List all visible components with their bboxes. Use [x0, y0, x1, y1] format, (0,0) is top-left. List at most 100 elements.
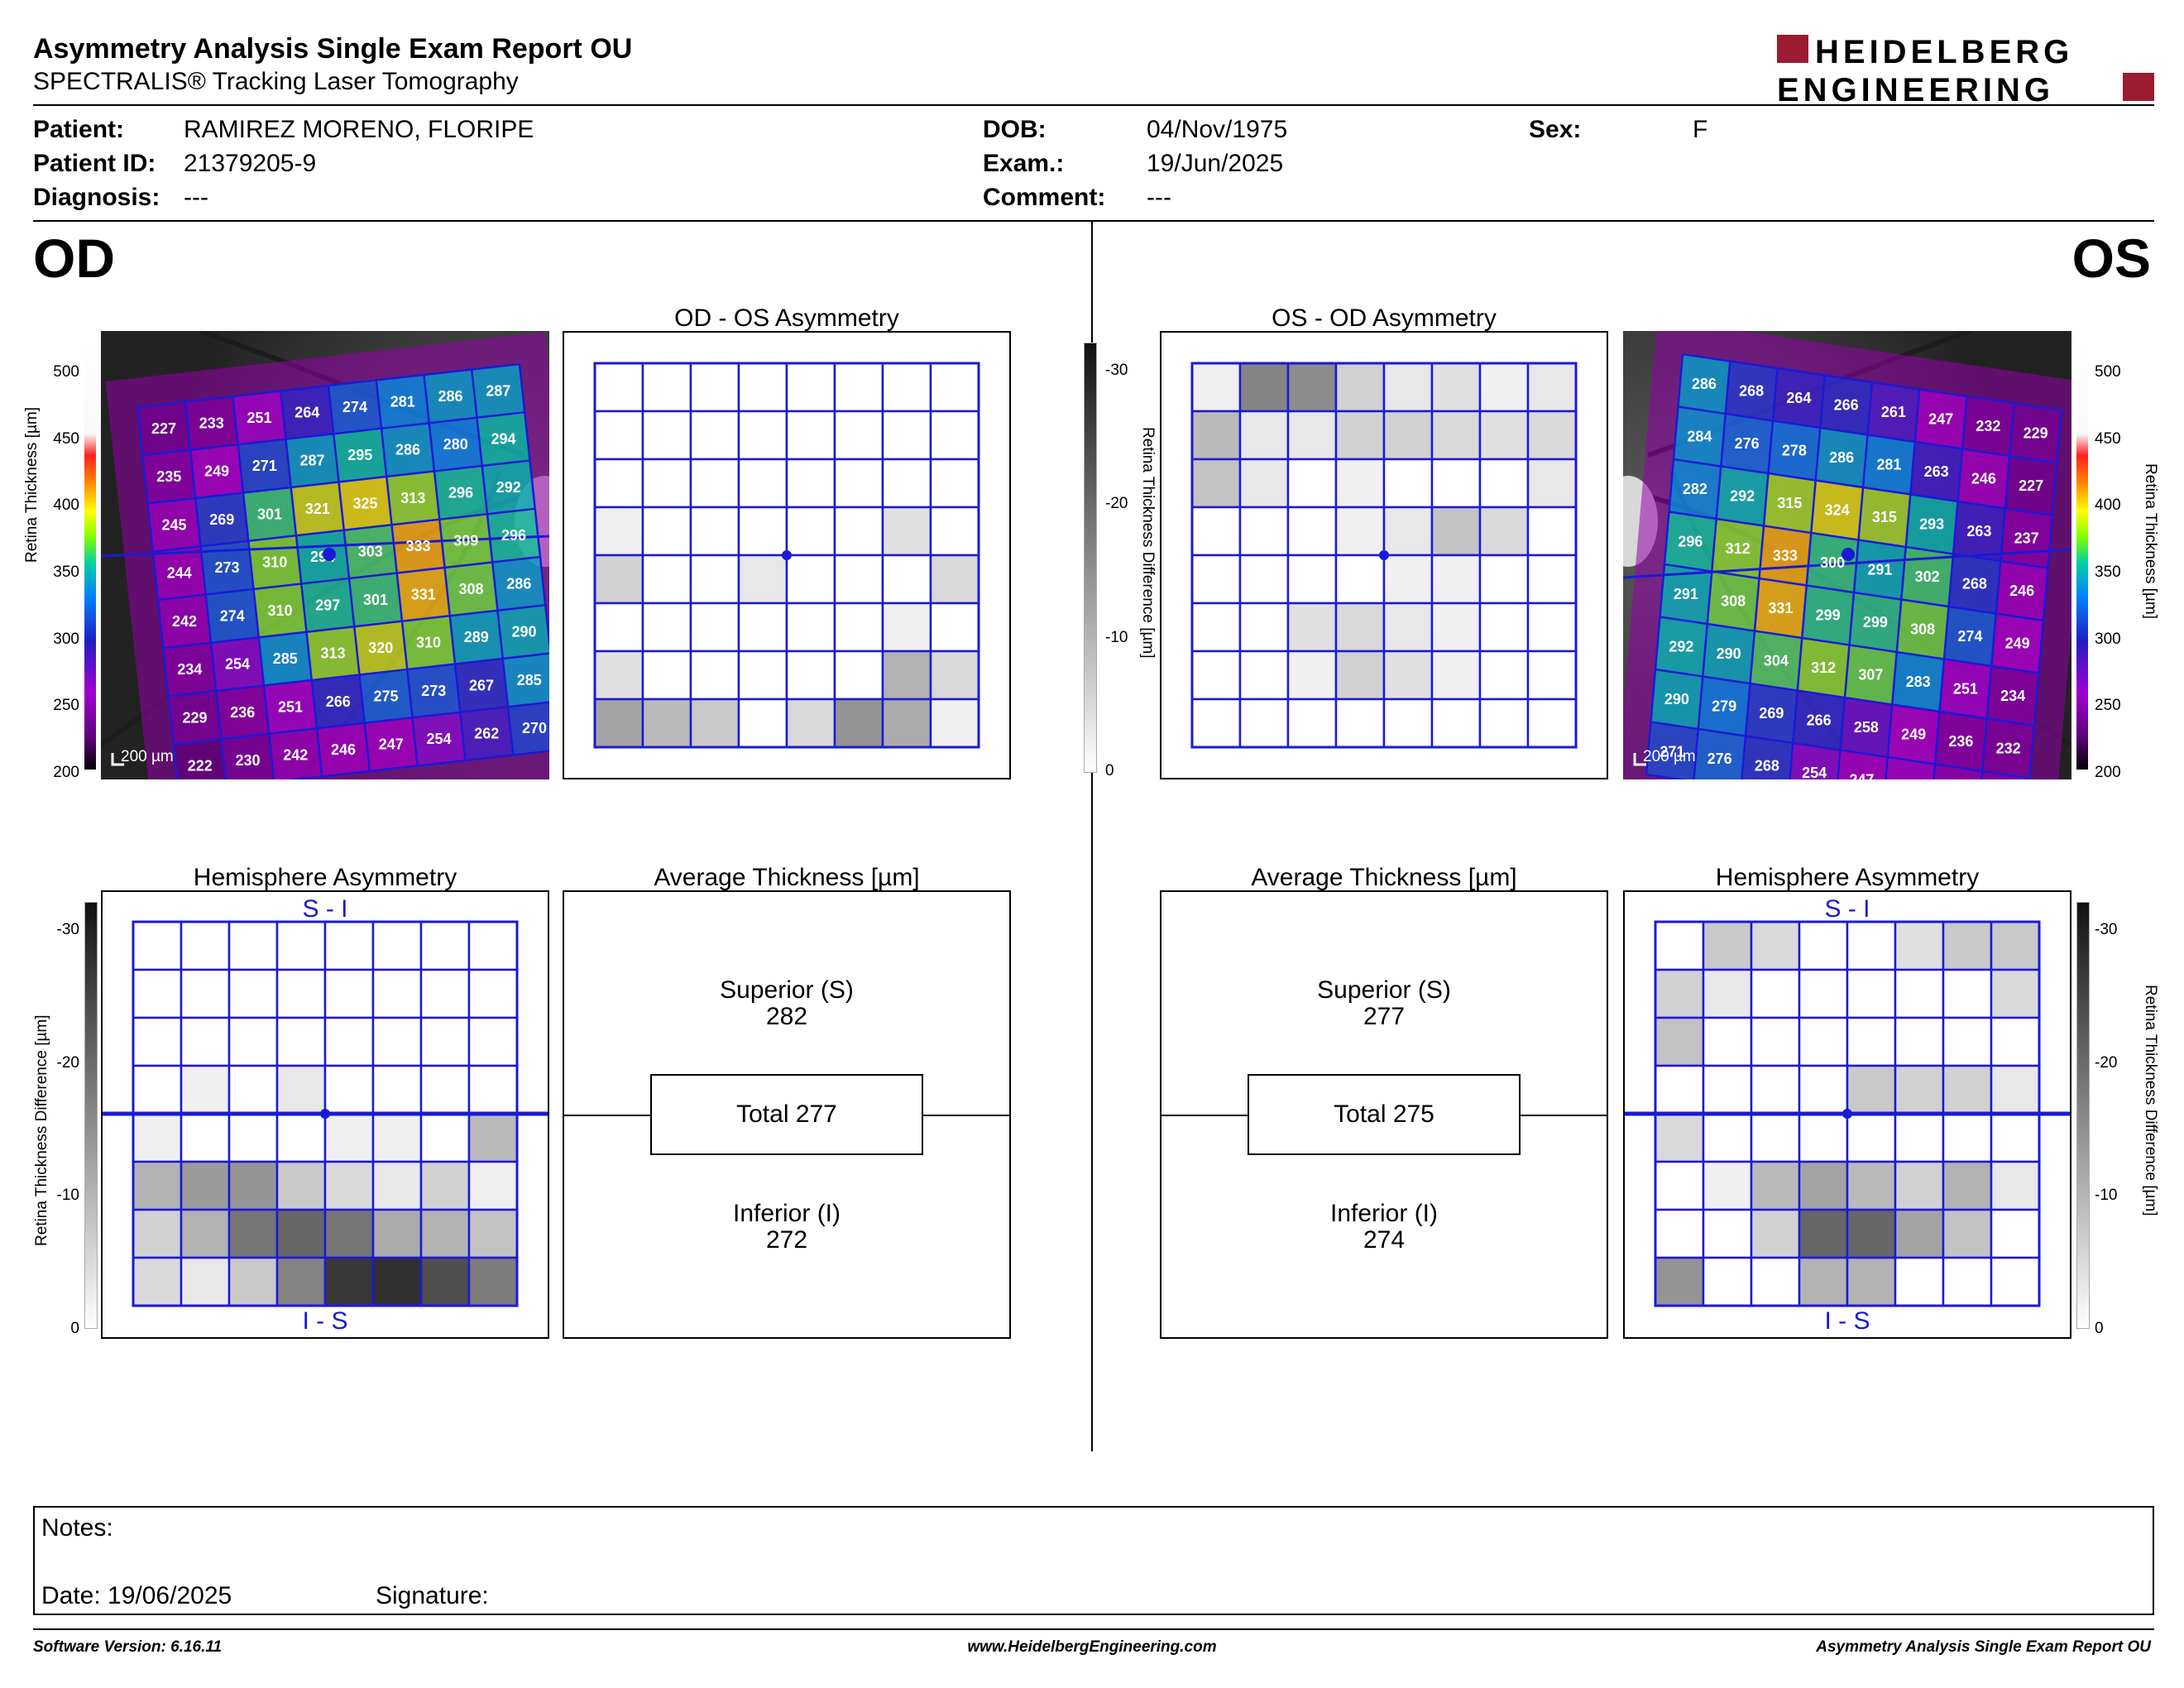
asymmetry-cell [1190, 698, 1242, 749]
thickness-value: 266 [1834, 397, 1859, 414]
thickness-value: 237 [2014, 530, 2039, 547]
thickness-cell [205, 589, 259, 643]
asymmetry-cell [929, 362, 980, 413]
thickness-value: 292 [1669, 639, 1693, 655]
od-thickness-tick: 200 [53, 764, 79, 781]
asymmetry-cell [275, 1112, 327, 1163]
asymmetry-cell [275, 920, 327, 971]
center-diff-tick: -30 [1105, 362, 1128, 379]
patient-name: RAMIREZ MORENO, FLORIPE [184, 116, 534, 143]
thickness-cell [1678, 354, 1731, 414]
asymmetry-cell [1238, 698, 1290, 749]
thickness-cell [333, 428, 387, 482]
asymmetry-cell [1846, 1064, 1897, 1115]
thickness-cell [237, 439, 291, 493]
thickness-cell [1986, 666, 2039, 726]
notes-date: Date: 19/06/2025 [41, 1582, 232, 1609]
asymmetry-cell [467, 1160, 519, 1211]
thickness-value: 301 [363, 592, 388, 608]
asymmetry-cell [180, 1016, 231, 1067]
patient-id-label: Patient ID: [33, 150, 156, 177]
thickness-cell [1935, 712, 1987, 771]
thickness-cell [258, 631, 312, 686]
thickness-value: 280 [443, 436, 468, 453]
thickness-cell [396, 568, 450, 621]
od-hemi-title: Hemisphere Asymmetry [193, 864, 457, 891]
asymmetry-cell [641, 506, 692, 557]
asymmetry-cell [881, 362, 932, 413]
thickness-value: 331 [411, 586, 436, 602]
asymmetry-cell [1430, 698, 1482, 749]
thickness-value: 285 [273, 650, 298, 667]
thickness-value: 266 [326, 693, 351, 710]
asymmetry-cell [1382, 602, 1434, 653]
asymmetry-cell [641, 698, 692, 749]
asymmetry-cell [833, 362, 884, 413]
os-thickness-tick: 500 [2095, 363, 2121, 381]
grid-line [1650, 721, 2030, 779]
thickness-cell [376, 375, 429, 429]
scale-label: 200 µm [1643, 748, 1696, 765]
asymmetry-cell [881, 506, 932, 557]
asymmetry-cell [323, 1016, 375, 1067]
grid-line [1976, 403, 2015, 824]
thickness-value: 264 [295, 404, 319, 420]
thickness-cell [232, 391, 286, 445]
thickness-value: 249 [1901, 727, 1926, 743]
thickness-cell [142, 449, 196, 504]
asymmetry-cell [1334, 554, 1386, 605]
os-od-asymmetry-panel [1160, 331, 1608, 779]
grid-line [2024, 410, 2063, 832]
comment-label: Comment: [983, 184, 1106, 211]
asymmetry-cell [689, 650, 740, 701]
thickness-value: 296 [1678, 534, 1703, 550]
thickness-cell [455, 659, 508, 712]
website-link[interactable]: www.HeidelbergEngineering.com [967, 1638, 1217, 1656]
thickness-value: 294 [491, 431, 515, 448]
thickness-value: 333 [1773, 548, 1798, 564]
thickness-value: 247 [1849, 772, 1874, 780]
asymmetry-cell [371, 920, 423, 971]
thickness-value: 291 [1674, 586, 1698, 602]
asymmetry-cell [132, 1112, 183, 1163]
os-hemi-panel: S - I I - S [1623, 890, 2071, 1339]
thickness-value: 312 [1726, 540, 1751, 557]
asymmetry-cell [785, 650, 836, 701]
asymmetry-cell [467, 968, 519, 1019]
thickness-value: 264 [1786, 390, 1811, 406]
asymmetry-cell [1942, 1160, 1993, 1211]
thickness-value: 268 [1755, 758, 1779, 774]
asymmetry-cell [1942, 1064, 1993, 1115]
thickness-cell [1746, 683, 1798, 743]
info-divider [33, 220, 2154, 222]
asymmetry-cell [881, 602, 932, 653]
od-thickness-tick: 300 [53, 630, 79, 648]
grid-line [423, 374, 467, 761]
signature-label: Signature: [376, 1582, 489, 1609]
asymmetry-cell [1238, 458, 1290, 509]
asymmetry-cell [1942, 1016, 1993, 1067]
os-od-asymmetry-title: OS - OD Asymmetry [1272, 305, 1497, 332]
asymmetry-cell [881, 698, 932, 749]
fovea-marker [323, 548, 336, 561]
center-diff-tick: -20 [1105, 495, 1128, 513]
asymmetry-cell [1702, 1112, 1753, 1163]
thickness-value: 299 [1816, 607, 1841, 624]
asymmetry-cell [371, 1208, 423, 1259]
os-diff-tick: -30 [2095, 921, 2118, 938]
thickness-value: 234 [2000, 688, 2025, 704]
asymmetry-cell [1286, 410, 1338, 461]
thickness-value: 273 [421, 683, 446, 699]
thickness-cell [1901, 547, 1953, 607]
asymmetry-cell [833, 602, 884, 653]
thickness-value: 269 [209, 511, 234, 528]
asymmetry-cell [1430, 410, 1482, 461]
notes-box[interactable]: Notes: Date: 19/06/2025 Signature: [33, 1506, 2154, 1615]
asymmetry-cell [371, 1016, 423, 1067]
asymmetry-cell [833, 458, 884, 509]
asymmetry-cell [1702, 1064, 1753, 1115]
asymmetry-cell [1702, 968, 1753, 1019]
asymmetry-cell [929, 458, 980, 509]
thickness-cell [1755, 578, 1807, 638]
thickness-cell [492, 557, 546, 611]
